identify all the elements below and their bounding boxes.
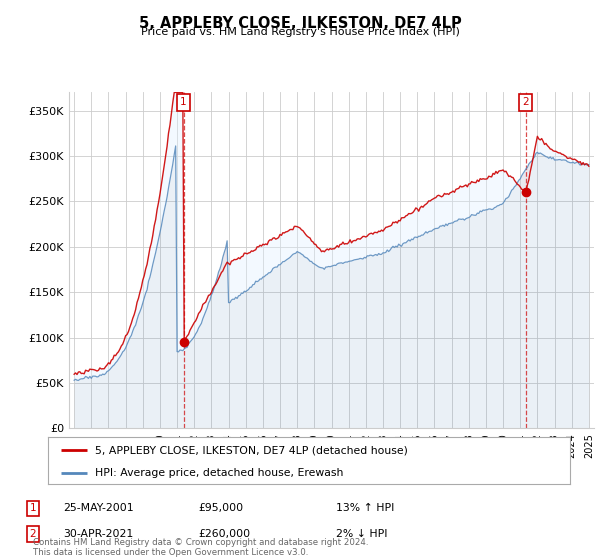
Text: 1: 1 — [29, 503, 37, 514]
Text: Price paid vs. HM Land Registry's House Price Index (HPI): Price paid vs. HM Land Registry's House … — [140, 27, 460, 37]
Text: 13% ↑ HPI: 13% ↑ HPI — [336, 503, 394, 514]
Text: £260,000: £260,000 — [198, 529, 250, 539]
Text: 1: 1 — [180, 97, 187, 108]
Text: 30-APR-2021: 30-APR-2021 — [63, 529, 133, 539]
Text: 2% ↓ HPI: 2% ↓ HPI — [336, 529, 388, 539]
Text: 2: 2 — [523, 97, 529, 108]
Text: 5, APPLEBY CLOSE, ILKESTON, DE7 4LP (detached house): 5, APPLEBY CLOSE, ILKESTON, DE7 4LP (det… — [95, 445, 408, 455]
Text: £95,000: £95,000 — [198, 503, 243, 514]
Text: 25-MAY-2001: 25-MAY-2001 — [63, 503, 134, 514]
Text: HPI: Average price, detached house, Erewash: HPI: Average price, detached house, Erew… — [95, 468, 343, 478]
Text: 5, APPLEBY CLOSE, ILKESTON, DE7 4LP: 5, APPLEBY CLOSE, ILKESTON, DE7 4LP — [139, 16, 461, 31]
Text: 2: 2 — [29, 529, 37, 539]
Text: Contains HM Land Registry data © Crown copyright and database right 2024.
This d: Contains HM Land Registry data © Crown c… — [33, 538, 368, 557]
